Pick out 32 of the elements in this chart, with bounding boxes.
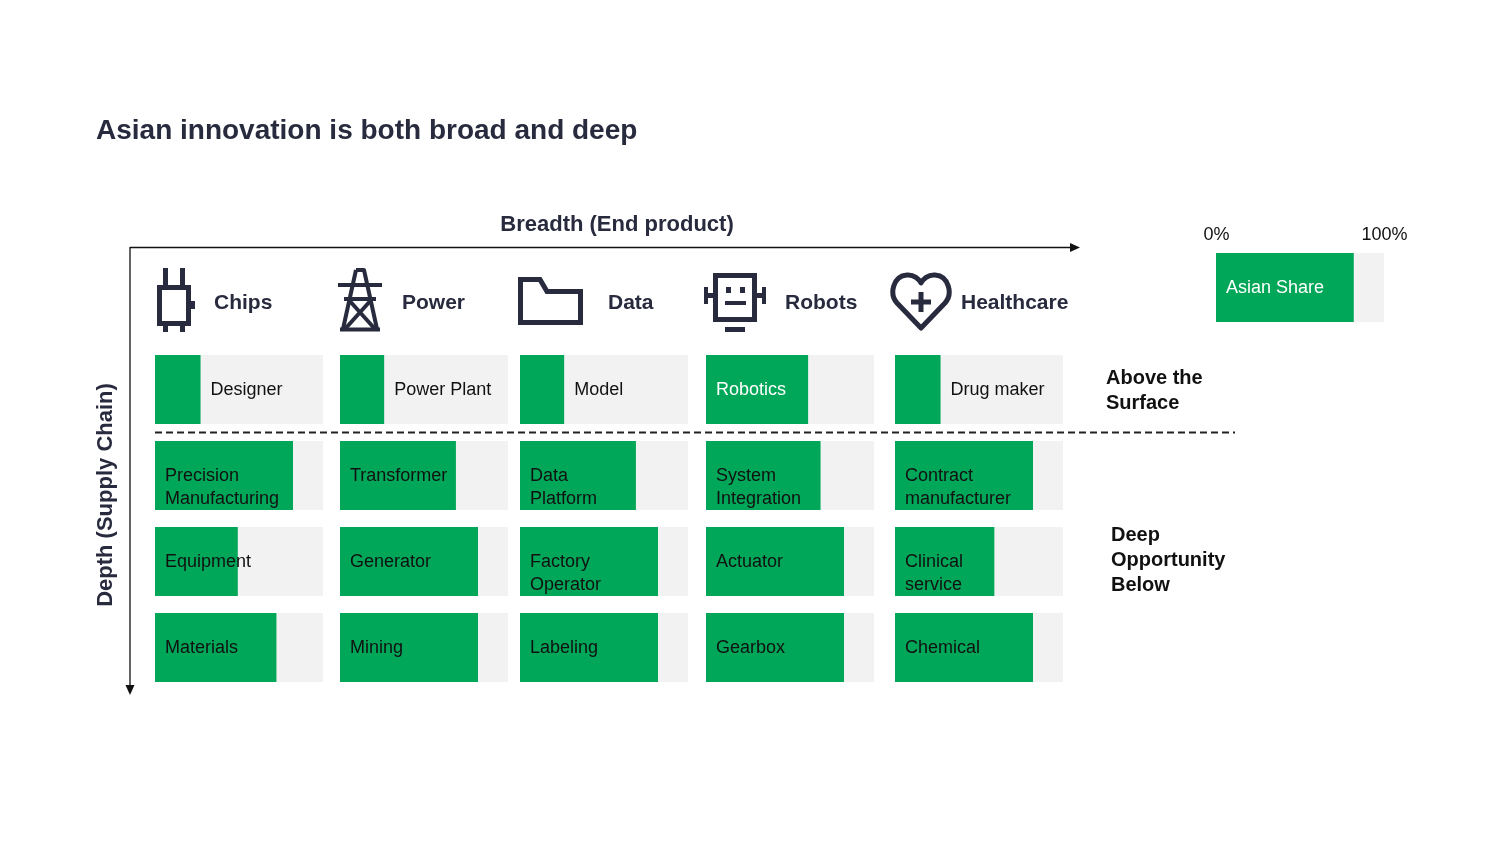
y-tick-label: Factory Operator	[530, 550, 602, 594]
y-tick-label: System Integration	[716, 464, 802, 508]
text: Depth (Supply Chain)	[92, 383, 118, 607]
y-tick-label: Power Plant	[394, 378, 492, 399]
y-tick-label: Clinical service	[905, 550, 964, 594]
text: Breadth (End product)	[500, 211, 734, 237]
text: Above the Surface	[1106, 365, 1204, 415]
y-tick-label: Model	[574, 378, 624, 399]
chart-title: Power	[402, 290, 466, 313]
x-tick-label: 0%	[1203, 223, 1230, 244]
y-tick-label: Chemical	[905, 636, 981, 657]
chart-title: Data	[608, 290, 654, 313]
y-tick-label: Labeling	[530, 636, 599, 657]
x-tick-label: 100%	[1361, 223, 1408, 244]
y-tick-label: Gearbox	[716, 636, 786, 657]
y-tick-label: Generator	[350, 550, 432, 571]
chart-title: Chips	[214, 290, 273, 313]
y-tick-label: Drug maker	[950, 378, 1045, 399]
y-tick-label: Designer	[210, 378, 283, 399]
y-tick-label: Contract manufacturer	[905, 464, 1012, 508]
y-tick-label: Robotics	[716, 378, 787, 399]
chart-title: Robots	[785, 290, 858, 313]
chart-title: Healthcare	[961, 290, 1069, 313]
y-tick-label: Actuator	[716, 550, 784, 571]
y-tick-label: Asian Share	[1226, 276, 1325, 297]
y-tick-label: Transformer	[350, 464, 448, 485]
y-tick-label: Data Platform	[530, 464, 598, 508]
text: Deep Opportunity Below	[1111, 522, 1227, 597]
y-tick-label: Precision Manufacturing	[165, 464, 280, 508]
y-tick-label: Mining	[350, 636, 404, 657]
text: Asian innovation is both broad and deep	[96, 114, 638, 146]
y-tick-label: Materials	[165, 636, 239, 657]
